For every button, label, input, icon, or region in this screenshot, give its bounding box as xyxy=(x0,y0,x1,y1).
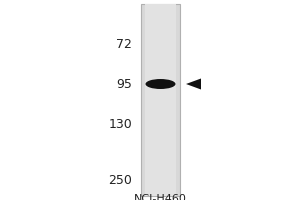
Text: 250: 250 xyxy=(108,173,132,186)
Polygon shape xyxy=(186,79,201,90)
Text: 130: 130 xyxy=(108,117,132,130)
Text: NCI-H460: NCI-H460 xyxy=(134,194,187,200)
Ellipse shape xyxy=(146,79,176,89)
Bar xyxy=(145,4,176,196)
Text: 95: 95 xyxy=(116,78,132,90)
Bar xyxy=(141,4,180,196)
Text: 72: 72 xyxy=(116,38,132,50)
